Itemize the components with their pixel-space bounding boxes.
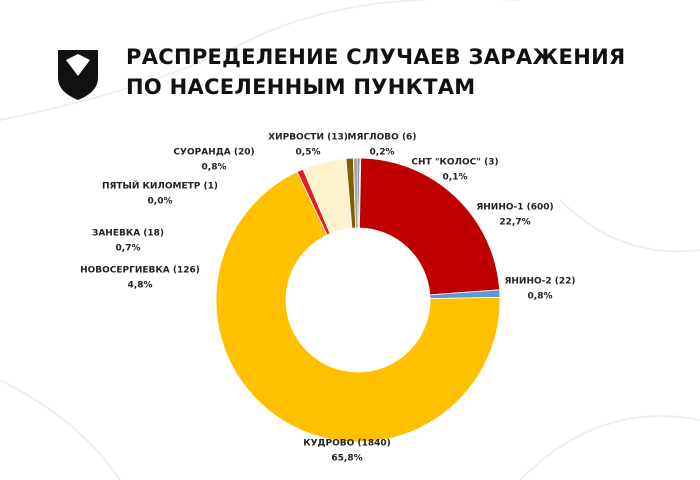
slice-value-label: 0,8% (202, 163, 227, 173)
slice-value-label: 0,7% (116, 244, 141, 254)
donut-slice (352, 157, 359, 229)
slice-label: МЯГЛОВО (6) (348, 133, 417, 143)
slice-label: СНТ "КОЛОС" (3) (411, 158, 498, 168)
donut-slice (215, 171, 501, 443)
slice-label: НОВОСЕРГИЕВКА (126) (80, 266, 200, 276)
donut-slice (359, 157, 501, 296)
slice-value-label: 65,8% (331, 454, 362, 464)
slice-value-label: 0,8% (528, 292, 553, 302)
slice-value-label: 0,5% (296, 148, 321, 158)
logo (58, 50, 98, 100)
slice-value-label: 22,7% (499, 218, 530, 228)
slice-label: ХИРВОСТИ (13) (268, 133, 348, 143)
slice-value-label: 0,2% (370, 148, 395, 158)
slice-label: ПЯТЫЙ КИЛОМЕТР (1) (102, 180, 218, 192)
slice-label: ЗАНЕВКА (18) (92, 229, 164, 239)
chart-title: РАСПРЕДЕЛЕНИЕ СЛУЧАЕВ ЗАРАЖЕНИЯ ПО НАСЕЛ… (126, 45, 626, 99)
slice-label: СУОРАНДА (20) (173, 148, 254, 158)
slice-label: КУДРОВО (1840) (303, 439, 390, 449)
slice-value-label: 4,8% (128, 281, 153, 291)
slice-value-label: 0,0% (148, 197, 173, 207)
slice-value-label: 0,1% (443, 173, 468, 183)
slice-label: ЯНИНО-2 (22) (504, 277, 575, 287)
slice-label: ЯНИНО-1 (600) (476, 203, 553, 213)
